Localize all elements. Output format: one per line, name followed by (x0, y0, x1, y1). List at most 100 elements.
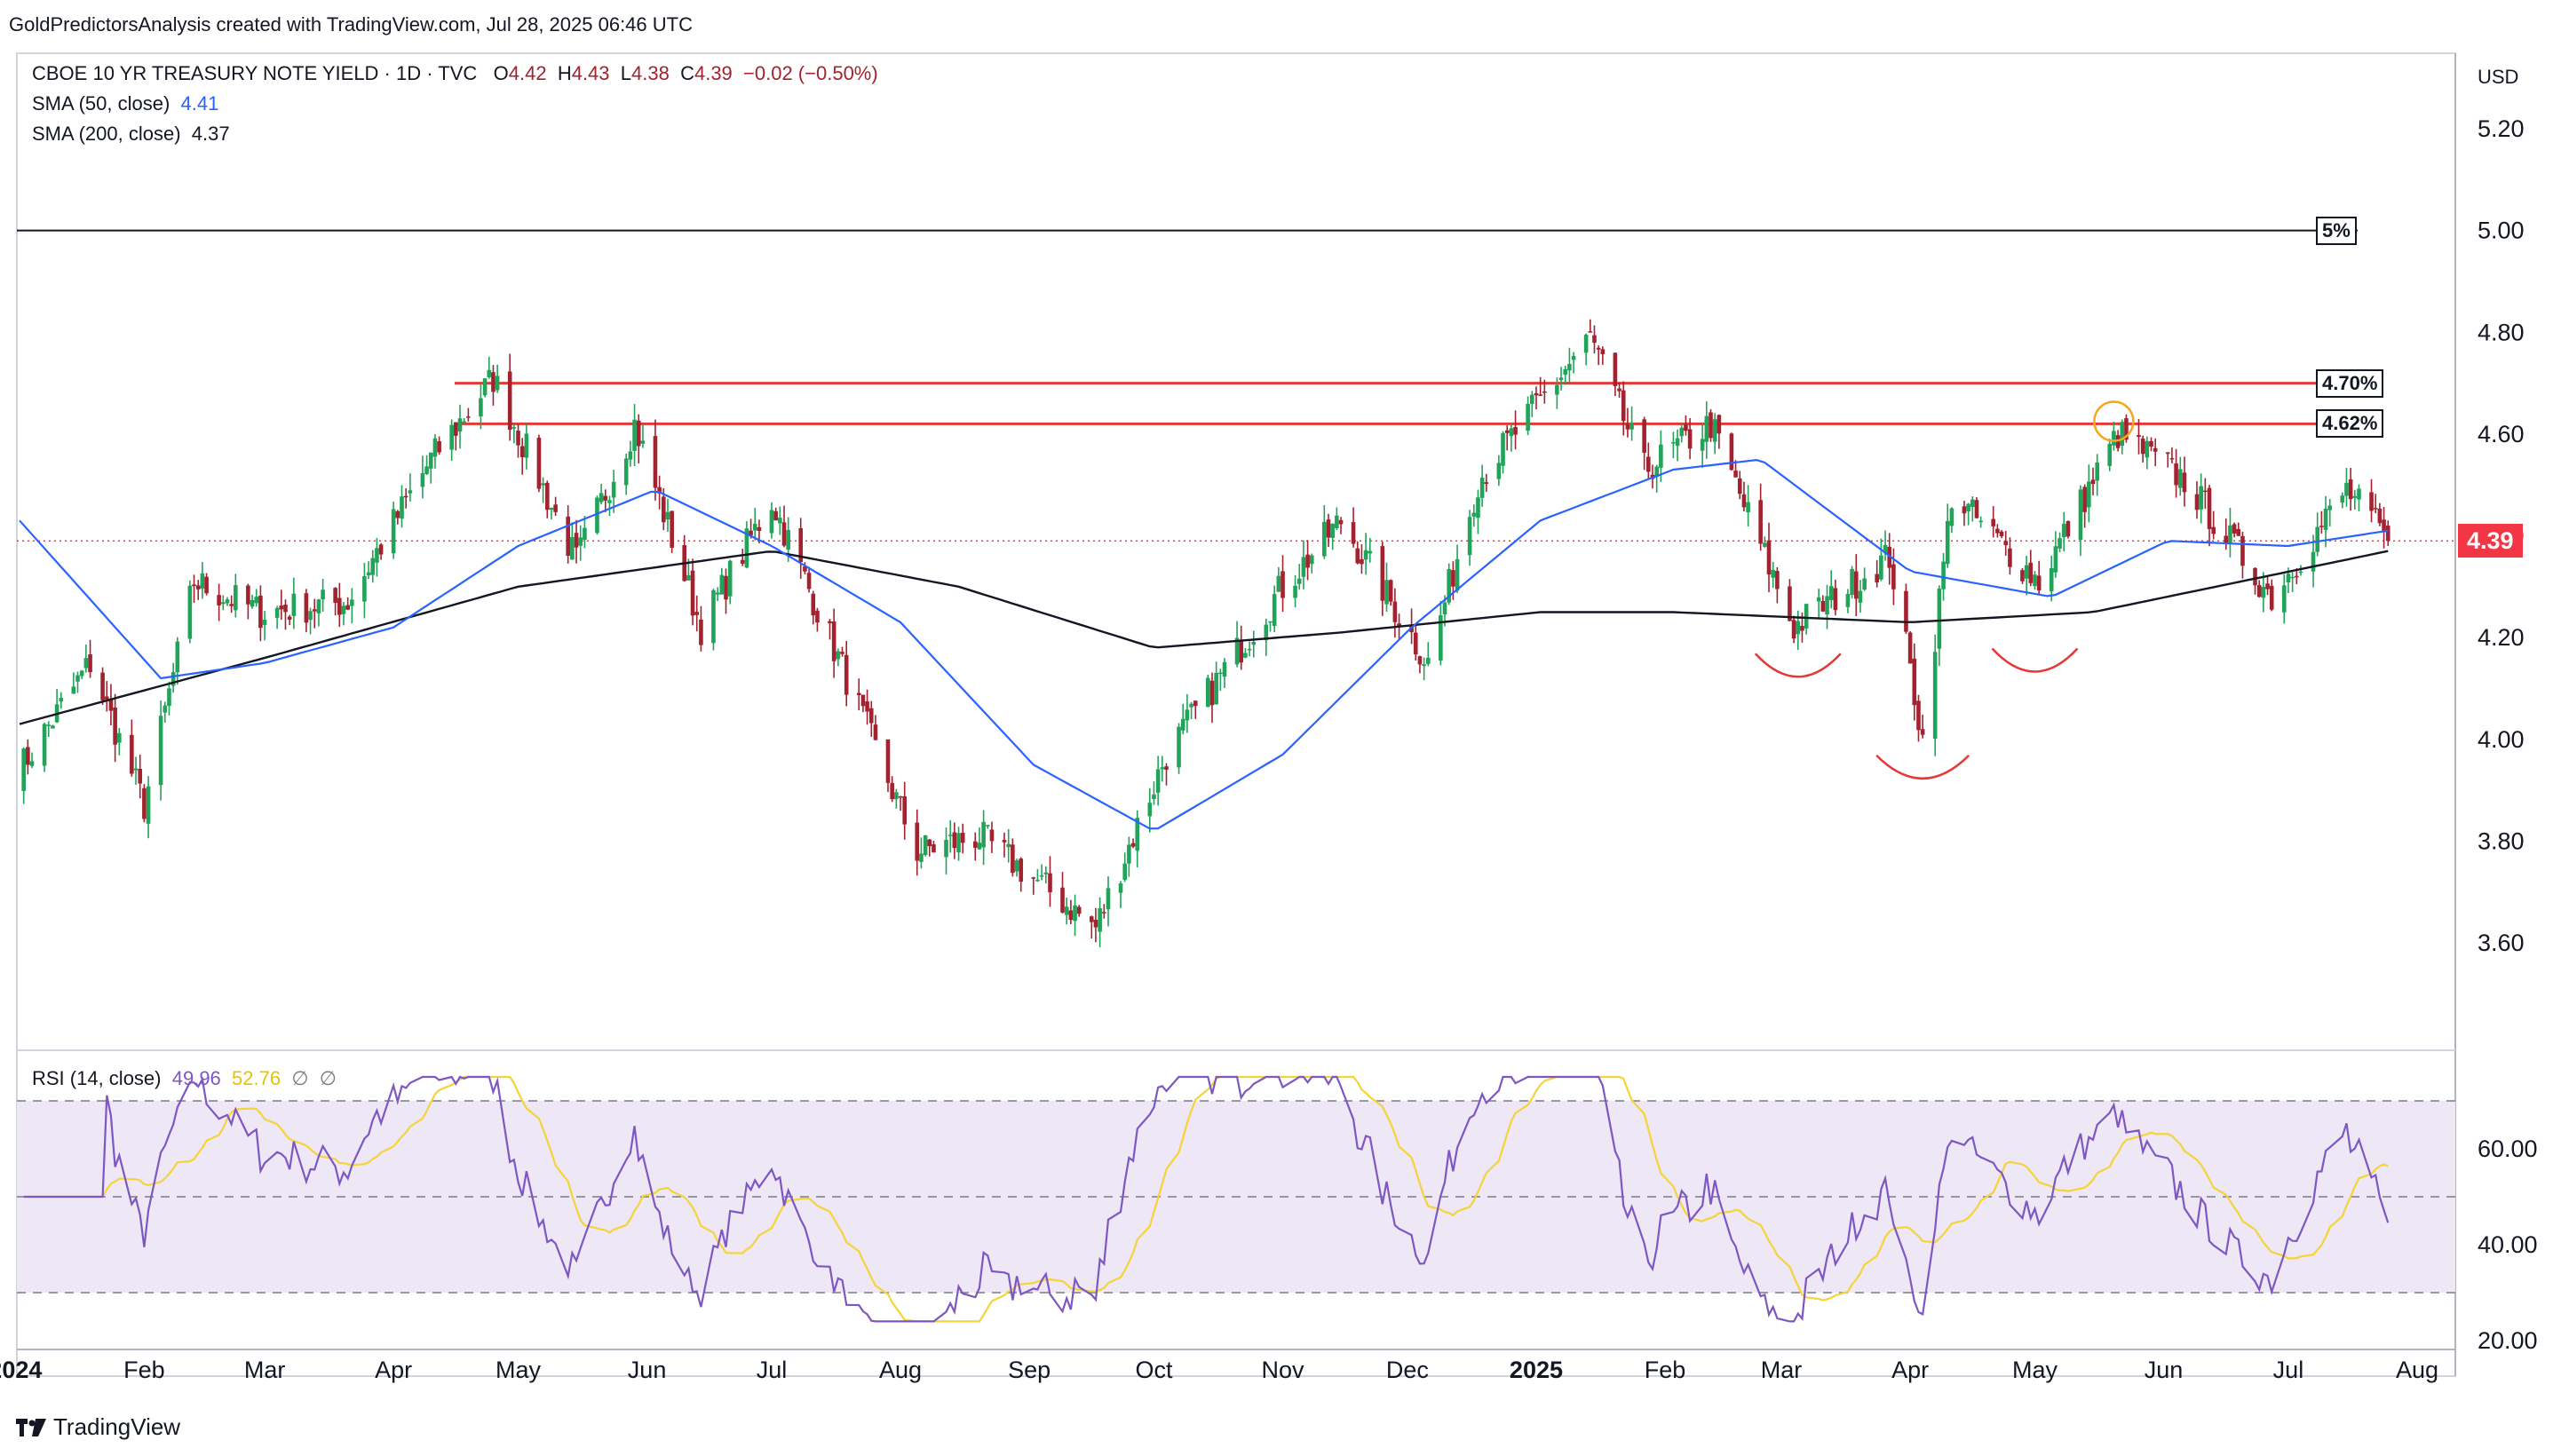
candle-body (2377, 508, 2383, 524)
candle (860, 694, 866, 713)
candle (1675, 429, 1680, 462)
ohlc-change: −0.02 (−0.50%) (743, 62, 878, 84)
candle-body (113, 707, 117, 745)
candle (1613, 352, 1618, 397)
candle (495, 364, 500, 393)
candle-body (2112, 431, 2116, 446)
candle (2319, 510, 2324, 534)
candle (694, 595, 700, 632)
candle (956, 827, 961, 861)
candle-body (1388, 580, 1393, 602)
candle-body (1513, 426, 1518, 435)
sma50-legend[interactable]: SMA (50, close) 4.41 (32, 89, 218, 119)
candle (26, 739, 30, 775)
price-tick-label: 5.00 (2478, 218, 2525, 244)
candle (1122, 852, 1128, 882)
candle-body (524, 433, 529, 458)
candle-body (26, 747, 30, 765)
candle (1218, 669, 1223, 692)
candle (1974, 496, 1979, 519)
candle (378, 542, 384, 560)
candle-body (195, 585, 201, 590)
candle-body (479, 398, 483, 417)
candle (1392, 588, 1398, 638)
candle (1276, 566, 1281, 592)
candle-body (170, 672, 176, 686)
candle-body (1642, 419, 1646, 453)
candle (524, 423, 529, 470)
candle-body (2199, 486, 2203, 510)
candle (1106, 876, 1111, 927)
candle (2265, 576, 2270, 596)
rsi-legend[interactable]: RSI (14, close) 49.96 52.76 ∅ ∅ (32, 1064, 337, 1094)
candle (1646, 442, 1651, 479)
candle (583, 516, 587, 549)
candle (711, 589, 716, 651)
candle-body (2095, 462, 2099, 481)
candle-body (341, 605, 346, 614)
candle-body (1509, 428, 1514, 437)
candle-body (2382, 519, 2386, 533)
candle-body (217, 595, 221, 605)
candle-body (1234, 637, 1240, 665)
candle-body (100, 672, 105, 700)
tradingview-brand[interactable]: TradingView (16, 1413, 180, 1441)
candle (2065, 520, 2071, 539)
candle-body (1368, 550, 1373, 554)
candle-body (1862, 578, 1867, 590)
candle (2315, 512, 2319, 557)
candle (1309, 553, 1314, 574)
candle-body (1467, 517, 1472, 556)
candle (803, 562, 807, 574)
candle-body (1380, 546, 1385, 601)
candle (1709, 408, 1713, 442)
candle-body (262, 620, 267, 625)
rsi-band-group (17, 1100, 2455, 1294)
candle (79, 669, 84, 679)
candle-body (2298, 571, 2303, 574)
candle (1011, 838, 1015, 877)
candle-body (828, 621, 832, 624)
rsi-lines (23, 1075, 2390, 1323)
candle (1035, 868, 1040, 882)
candle-body (350, 599, 354, 606)
candle (519, 438, 525, 475)
candle-body (462, 421, 466, 423)
candle-body (1596, 347, 1601, 350)
candle (1413, 623, 1418, 661)
candle (1467, 510, 1472, 566)
candle-body (2033, 574, 2037, 587)
candle-body (117, 732, 122, 743)
candle (1152, 781, 1156, 805)
candle-body (1471, 512, 1477, 517)
candle-body (519, 446, 525, 457)
candle-body (1155, 769, 1161, 793)
candle-body (724, 575, 728, 600)
sma200-legend[interactable]: SMA (200, close) 4.37 (32, 119, 230, 149)
candle (1916, 694, 1921, 742)
candle (479, 383, 483, 430)
candle-body (1816, 597, 1821, 602)
candle (1654, 464, 1659, 493)
level-tag-5[interactable]: 5% (2316, 216, 2357, 245)
candle (2087, 464, 2091, 523)
candle-body (1439, 614, 1443, 661)
candle-body (1280, 571, 1285, 598)
candle (665, 498, 670, 532)
candle (1247, 641, 1252, 657)
candle (2228, 508, 2232, 558)
time-tick-label: May (2012, 1357, 2058, 1383)
level-tag-4-62[interactable]: 4.62% (2316, 409, 2384, 439)
level-tag-4-70[interactable]: 4.70% (2316, 368, 2384, 398)
candle-body (977, 843, 982, 850)
candle-body (2061, 524, 2066, 538)
candle (1455, 544, 1460, 594)
symbol-name[interactable]: CBOE 10 YR TREASURY NOTE YIELD · 1D · TV… (32, 62, 478, 84)
candle-body (749, 530, 753, 535)
currency-label[interactable]: USD (2478, 66, 2519, 88)
candle-body (192, 584, 196, 587)
candle (611, 470, 616, 513)
candle (1588, 319, 1593, 333)
time-tick-label: Feb (1645, 1357, 1686, 1383)
